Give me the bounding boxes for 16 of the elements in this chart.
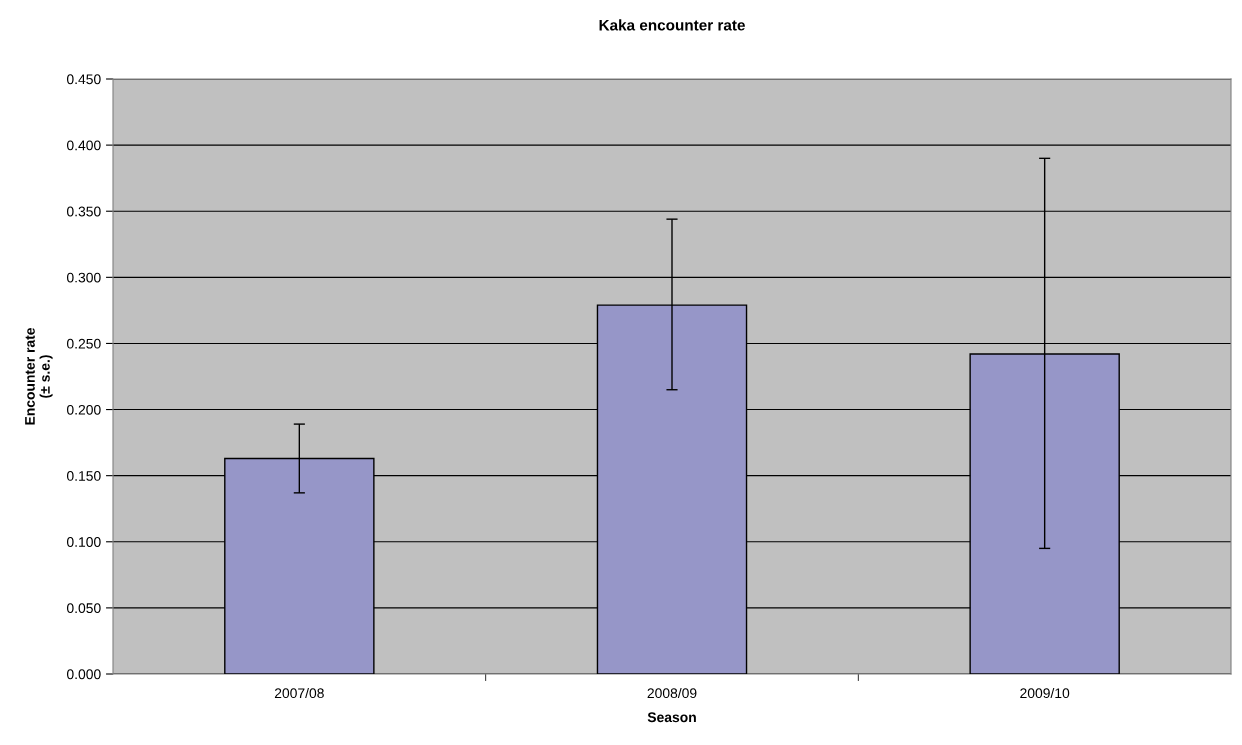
- y-tick-label: 0.300: [66, 272, 101, 283]
- x-axis-title: Season: [647, 712, 696, 723]
- y-tick-label: 0.250: [66, 338, 101, 349]
- x-tick-label: 2008/09: [647, 687, 697, 699]
- y-tick-label: 0.100: [66, 537, 101, 547]
- y-tick-label: 0.400: [66, 140, 101, 151]
- y-tick-label: 0.200: [66, 404, 101, 415]
- y-axis-title: Encounter rate (± s.e.): [25, 327, 53, 425]
- x-tick-label: 2007/08: [274, 687, 324, 699]
- x-tick-label: 2009/10: [1020, 687, 1070, 699]
- y-tick-label: 0.150: [66, 471, 101, 481]
- chart-title: Kaka encounter rate: [599, 19, 745, 31]
- y-tick-label: 0.050: [66, 603, 101, 614]
- y-tick-label: 0.350: [66, 206, 101, 217]
- y-tick-label: 0.450: [66, 74, 101, 85]
- y-tick-label: 0.000: [66, 669, 101, 680]
